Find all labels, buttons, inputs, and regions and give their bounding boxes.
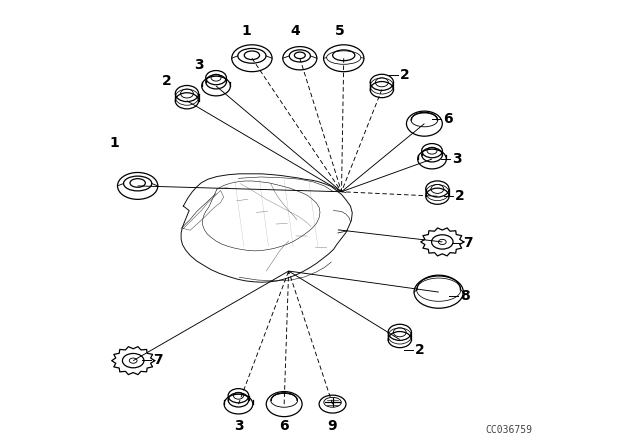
Text: 2: 2 (455, 189, 465, 203)
Text: 4: 4 (291, 24, 300, 39)
Text: 5: 5 (335, 24, 345, 39)
Text: 6: 6 (279, 418, 289, 433)
Text: 2: 2 (161, 73, 172, 88)
Text: 2: 2 (415, 343, 425, 358)
Text: 7: 7 (154, 353, 163, 367)
Text: 3: 3 (194, 58, 204, 72)
Text: 7: 7 (463, 236, 473, 250)
Text: CC036759: CC036759 (486, 425, 533, 435)
Text: 8: 8 (460, 289, 470, 303)
Text: 9: 9 (328, 418, 337, 433)
Text: 3: 3 (234, 418, 243, 433)
Text: 2: 2 (400, 68, 410, 82)
Text: 1: 1 (109, 136, 119, 151)
Text: 6: 6 (443, 112, 453, 126)
Text: 1: 1 (242, 24, 252, 39)
Text: 3: 3 (452, 152, 462, 166)
